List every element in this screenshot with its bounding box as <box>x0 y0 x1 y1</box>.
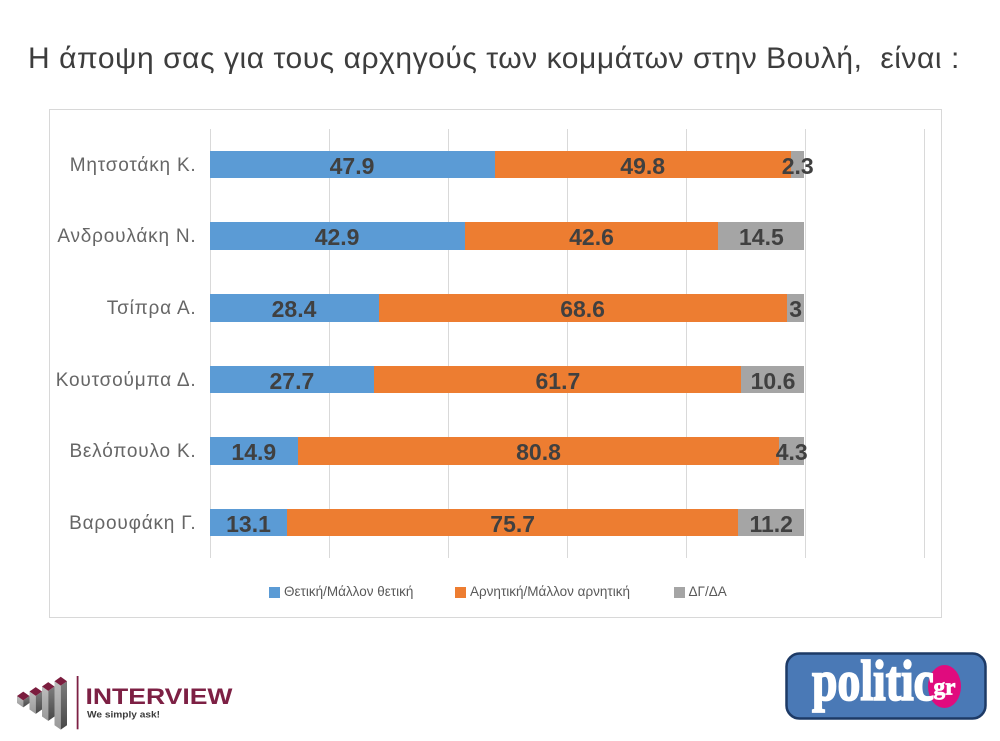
svg-text:gr: gr <box>934 675 956 701</box>
svg-text:politic: politic <box>812 650 934 713</box>
svg-text:INTERVIEW: INTERVIEW <box>86 684 234 709</box>
svg-text:We simply ask!: We simply ask! <box>87 710 160 721</box>
